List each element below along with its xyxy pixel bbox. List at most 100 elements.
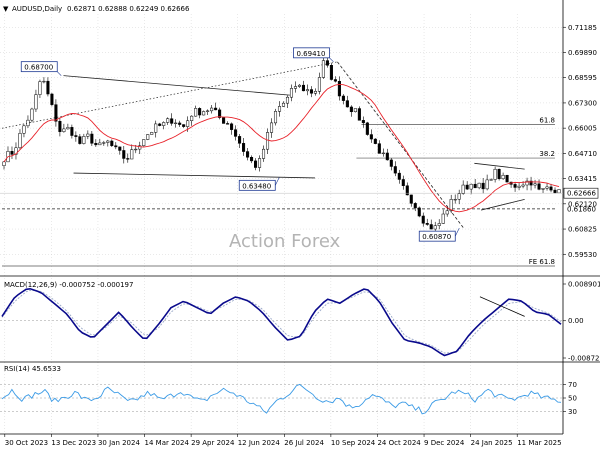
candle-body <box>242 143 246 152</box>
candle-body <box>421 215 425 224</box>
candle-body <box>369 134 373 140</box>
x-axis: 30 Oct 2023 13 Dec 2023 30 Jan 2024 14 Mar … <box>4 434 562 447</box>
annotation-label: 0.68700 <box>24 64 53 72</box>
y-tick-label: 0.69890 <box>568 49 597 57</box>
candle-body <box>154 123 158 133</box>
candle-body <box>110 140 114 146</box>
candle-body <box>182 124 186 127</box>
candle-body <box>505 174 509 183</box>
candle-body <box>301 84 305 92</box>
candle-body <box>349 106 353 113</box>
annotation-label: 0.60870 <box>422 233 451 241</box>
candle-body <box>126 158 130 160</box>
candle-body <box>453 198 457 201</box>
candle-body <box>186 120 190 127</box>
symbol-label: AUDUSD,Daily <box>12 5 62 13</box>
candle-body <box>425 223 429 225</box>
candle-body <box>489 179 493 181</box>
candle-body <box>361 120 365 124</box>
candle-body <box>122 150 126 159</box>
candle-body <box>345 100 349 108</box>
annotation-leader <box>329 57 334 63</box>
macd-y-tick-label: -0.008729 <box>568 355 600 363</box>
candle-body <box>190 115 194 122</box>
x-tick-label: 13 Dec 2023 <box>51 439 96 447</box>
candle-body <box>98 142 102 146</box>
candle-body <box>445 210 449 215</box>
annotation-leader <box>57 71 62 76</box>
candle-body <box>265 132 270 150</box>
candle-body <box>433 225 437 230</box>
candle-body <box>385 152 389 161</box>
y-tick-label: 0.68595 <box>568 74 597 82</box>
candle-body <box>162 122 166 126</box>
candle-body <box>250 156 254 162</box>
candle-body <box>114 145 118 148</box>
candle-body <box>393 166 397 174</box>
candle-body <box>118 146 122 151</box>
fibonacci-levels: 61.8 38.2 FE 61.8 <box>2 116 555 267</box>
candle-body <box>202 111 206 116</box>
candle-body <box>26 119 30 127</box>
candle-body <box>238 136 242 144</box>
candle-body <box>429 224 433 230</box>
macd-y-axis: 0.008901 0.00 -0.008729 <box>563 281 600 363</box>
rsi-y-axis: 70 50 30 <box>563 381 577 416</box>
x-tick-label: 24 Jan 2025 <box>471 439 513 447</box>
trendline <box>63 75 290 96</box>
candle-body <box>254 160 258 168</box>
y-tick-label: 0.64710 <box>568 150 597 158</box>
trendlines <box>1 61 525 229</box>
candle-body <box>258 158 262 168</box>
rsi-title: RSI(14) 45.6533 <box>4 365 61 373</box>
candle-body <box>218 109 222 118</box>
price-annotations: 0.68700 0.69410 0.63480 0.60870 <box>20 47 460 242</box>
candle-body <box>457 193 461 200</box>
rsi-guide-lines <box>0 384 563 412</box>
candle-body <box>437 223 441 226</box>
candle-body <box>405 185 409 196</box>
support-price-label: 0.61860 <box>567 205 596 213</box>
annotation-leader <box>454 228 460 237</box>
level-label: 61.8 <box>539 116 555 124</box>
candle-body <box>549 186 553 191</box>
candle-body <box>465 184 469 190</box>
candle-body <box>130 149 134 160</box>
candle-body <box>525 180 529 186</box>
candle-body <box>449 199 453 212</box>
candle-body <box>313 91 317 94</box>
annotation-box <box>20 61 58 73</box>
annotation-label: 0.63480 <box>242 182 271 190</box>
candle-body <box>138 145 142 150</box>
candle-body <box>50 93 54 105</box>
trendline <box>480 198 525 211</box>
candle-body <box>222 117 226 124</box>
candle-body <box>194 108 198 117</box>
y-tick-label: 0.59530 <box>568 251 597 259</box>
x-tick-label: 30 Oct 2023 <box>5 439 48 447</box>
candle-body <box>493 168 497 180</box>
candle-body <box>142 139 146 146</box>
candle-body <box>102 142 106 144</box>
candle-body <box>246 151 250 158</box>
watermark: Action Forex <box>229 231 341 252</box>
x-tick-label: 24 Oct 2024 <box>377 439 421 447</box>
macd-y-tick-label: 0.00 <box>568 317 584 325</box>
candle-body <box>62 128 66 132</box>
candle-body <box>78 136 82 144</box>
y-tick-label: 0.66005 <box>568 125 597 133</box>
x-tick-label: 9 Dec 2024 <box>424 439 465 447</box>
macd-panel: MACD(12,26,9) -0.000752 -0.000197 <box>0 281 563 357</box>
candle-body <box>293 86 298 89</box>
candle-body <box>42 80 46 83</box>
candle-body <box>533 183 537 186</box>
candle-body <box>325 60 329 66</box>
chevron-down-icon[interactable]: ▼ <box>3 5 9 13</box>
candle-body <box>441 213 445 224</box>
candle-body <box>281 102 286 107</box>
candle-body <box>158 123 162 126</box>
rsi-y-tick-label: 30 <box>568 408 577 416</box>
candle-body <box>174 122 178 124</box>
x-tick-label: 14 Mar 2024 <box>145 439 190 447</box>
candle-body <box>206 110 210 112</box>
